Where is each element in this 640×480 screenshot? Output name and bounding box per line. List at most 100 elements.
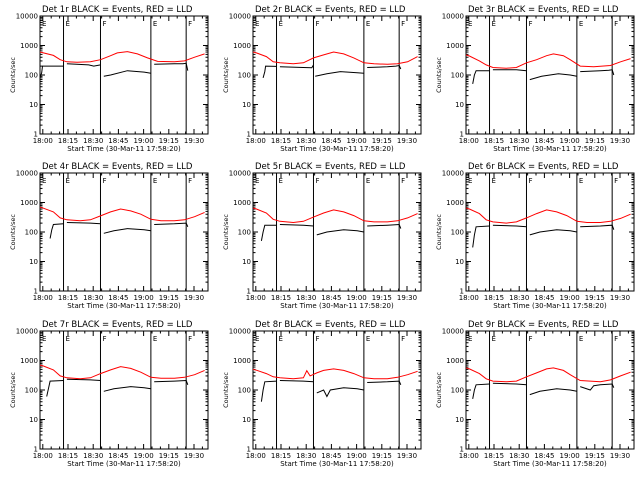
x-tick-label: 18:30 [83,137,103,145]
x-tick-label: 18:30 [509,137,529,145]
lld-series-line [252,207,418,224]
events-series-line [154,222,189,227]
chart-title: Det 7r BLACK = Events, RED = LLD [42,320,193,330]
x-tick-label: 18:45 [108,137,128,145]
x-tick-label: 18:15 [484,137,504,145]
y-tick-label: 1 [34,131,38,139]
x-tick-label: 18:45 [321,137,341,145]
events-series-line [66,63,101,67]
chart-panel-6: Det 6r BLACK = Events, RED = LLD 1 10 100 10… [435,162,635,310]
events-series-line [315,71,364,77]
chart-title: Det 6r BLACK = Events, RED = LLD [468,162,619,172]
time-marker-letter: F [614,335,618,343]
x-tick-label: 19:30 [397,137,417,145]
lld-series-line [465,53,631,69]
y-tick-label: 100 [451,387,464,395]
y-tick-label: 10000 [229,170,251,178]
events-series-line [580,383,615,391]
time-marker-letter: F [528,177,532,185]
x-tick-label: 19:15 [372,294,392,302]
time-marker-letter: F [401,335,405,343]
x-tick-label: 18:00 [459,137,479,145]
x-tick-label: 18:45 [534,137,554,145]
events-series-line [580,69,615,76]
x-tick-label: 18:00 [33,452,53,460]
events-series-line [49,223,64,239]
y-axis-label: Counts/sec [435,214,443,250]
events-series-line [262,65,277,79]
time-marker-letter: E [366,335,370,343]
plot-frame [465,172,635,292]
time-marker-letter: E [255,335,259,343]
plot-frame [252,172,422,292]
x-tick-label: 18:00 [459,294,479,302]
time-marker-letter: E [468,20,472,28]
x-tick-label: 18:15 [58,294,78,302]
x-axis-label: Start Time (30-Mar-11 17:58:20) [67,302,181,310]
lld-series-line [252,368,418,380]
y-tick-label: 1 [247,446,251,454]
x-tick-label: 19:00 [347,452,367,460]
events-series-line [46,380,64,397]
time-marker-letter: E [66,335,70,343]
time-marker-letter: F [401,20,405,28]
x-tick-label: 19:15 [159,294,179,302]
time-marker-letter: F [401,177,405,185]
x-axis-label: Start Time (30-Mar-11 17:58:20) [280,460,394,468]
plot-frame [39,172,209,292]
time-marker-letter: F [315,335,319,343]
time-marker-letter: F [102,20,106,28]
y-tick-label: 10 [455,101,464,109]
y-tick-label: 10 [29,416,38,424]
events-series-line [472,225,490,248]
x-tick-label: 18:45 [321,452,341,460]
time-marker-letter: F [614,20,618,28]
x-axis-label: Start Time (30-Mar-11 17:58:20) [280,302,394,310]
x-tick-label: 18:45 [108,294,128,302]
y-tick-label: 10000 [16,328,38,336]
x-tick-label: 19:00 [560,137,580,145]
x-tick-label: 18:15 [271,137,291,145]
x-tick-label: 18:30 [509,452,529,460]
lld-series-line [39,51,205,63]
time-marker-letter: E [579,335,583,343]
y-tick-label: 1000 [446,42,464,50]
y-tick-label: 100 [451,229,464,237]
y-tick-label: 100 [238,229,251,237]
y-tick-label: 1000 [20,42,38,50]
chart-title: Det 5r BLACK = Events, RED = LLD [255,162,406,172]
time-marker-letter: E [366,177,370,185]
time-marker-letter: E [468,335,472,343]
x-tick-label: 19:00 [347,137,367,145]
x-tick-label: 18:45 [321,294,341,302]
x-tick-label: 18:45 [534,294,554,302]
events-series-line [492,224,527,228]
lld-series-line [465,367,631,383]
y-tick-label: 10 [242,101,251,109]
time-marker-letter: F [188,177,192,185]
x-tick-label: 19:30 [397,294,417,302]
time-marker-letter: E [492,177,496,185]
x-tick-label: 19:00 [134,137,154,145]
time-marker-letter: E [492,335,496,343]
y-tick-label: 1000 [20,199,38,207]
y-tick-label: 10000 [442,170,464,178]
time-marker-letter: E [579,177,583,185]
time-marker-letter: F [315,177,319,185]
x-tick-label: 18:30 [83,294,103,302]
events-series-line [260,224,277,241]
x-tick-label: 19:00 [560,452,580,460]
time-marker-letter: E [366,20,370,28]
events-series-line [472,383,490,399]
chart-panel-5: Det 5r BLACK = Events, RED = LLD 1 10 100 10… [222,162,422,310]
x-tick-label: 18:30 [83,452,103,460]
y-tick-label: 10 [29,101,38,109]
chart-title: Det 3r BLACK = Events, RED = LLD [468,5,619,15]
x-tick-label: 18:15 [484,452,504,460]
time-marker-letter: E [255,177,259,185]
x-tick-label: 18:15 [58,137,78,145]
y-tick-label: 10000 [442,13,464,21]
time-marker-letter: F [102,335,106,343]
y-tick-label: 10 [242,258,251,266]
